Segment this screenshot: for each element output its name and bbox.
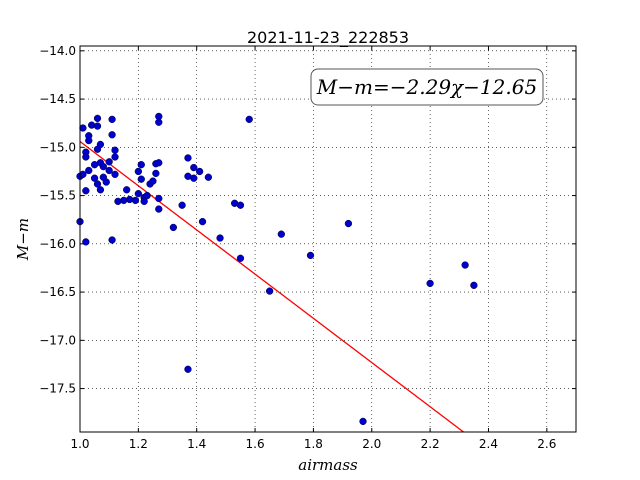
x-tick-label: 2.6 (537, 437, 556, 451)
x-tick-label: 1.2 (129, 437, 148, 451)
data-point (99, 162, 107, 171)
data-point (265, 287, 274, 295)
data-point (178, 201, 186, 209)
data-point (79, 124, 87, 132)
points-layer (76, 112, 478, 426)
x-tick-label: 1.4 (187, 437, 206, 451)
fit-annotation: M−m=−2.29χ−12.65 (310, 68, 544, 106)
x-tick-label: 2.2 (421, 437, 440, 451)
data-point (111, 146, 119, 154)
data-point (155, 194, 163, 203)
data-point (470, 281, 478, 289)
data-point (82, 238, 90, 246)
x-axis-label: airmass (298, 456, 358, 474)
annotation-text: M−m=−2.29χ−12.65 (316, 75, 537, 99)
data-point (277, 230, 285, 238)
data-point (82, 187, 90, 195)
data-point (137, 161, 145, 169)
y-tick-label: −16.5 (39, 285, 76, 299)
data-point (245, 115, 253, 123)
data-point (105, 166, 113, 175)
data-point (123, 186, 131, 194)
data-point (426, 279, 434, 288)
data-point (85, 136, 93, 145)
data-point (236, 254, 245, 262)
y-tick-label: −17.0 (39, 333, 76, 347)
data-point (344, 219, 353, 228)
y-tick-label: −15.5 (39, 189, 76, 203)
y-tick-label: −15.0 (39, 140, 76, 154)
data-point (190, 174, 198, 182)
data-point (152, 169, 160, 178)
data-point (85, 166, 93, 175)
y-tick-label: −14.5 (39, 92, 76, 106)
x-tick-label: 1.8 (304, 437, 323, 451)
data-point (93, 180, 102, 188)
data-point (155, 118, 163, 126)
data-point (216, 234, 224, 242)
data-point (93, 122, 102, 130)
data-point (108, 236, 116, 244)
data-point (461, 261, 469, 269)
data-point (184, 154, 192, 162)
data-point (236, 201, 245, 209)
data-point (359, 417, 367, 426)
plot-frame (79, 45, 577, 433)
data-point (82, 153, 90, 161)
y-axis-label: M−m (14, 218, 32, 261)
data-point (169, 223, 178, 232)
data-point (108, 131, 116, 139)
data-point (90, 174, 99, 182)
ticks: 1.0 1.2 1.4 1.6 1.8 2.0 2.2 2.4 2.6 −14.0 −14.5 −15… (39, 44, 576, 451)
y-tick-label: −16.0 (39, 237, 76, 251)
data-point (93, 114, 102, 123)
data-point (108, 115, 116, 123)
y-tick-label: −17.5 (39, 382, 76, 396)
grid (79, 46, 576, 432)
data-point (105, 158, 113, 166)
x-tick-label: 1.6 (246, 437, 265, 451)
data-point (111, 153, 119, 161)
x-tick-label: 1.0 (70, 437, 89, 451)
x-tick-label: 2.4 (479, 437, 498, 451)
annotation-box (310, 68, 544, 106)
data-point (198, 217, 207, 226)
x-tick-label: 2.0 (362, 437, 381, 451)
data-point (155, 159, 163, 167)
data-point (96, 186, 105, 194)
data-point (102, 178, 110, 186)
data-point (184, 365, 192, 373)
data-point (190, 163, 198, 172)
data-point (140, 197, 148, 206)
data-point (96, 140, 105, 149)
data-point (134, 189, 143, 198)
fit-line (79, 141, 464, 433)
data-point (137, 175, 145, 183)
data-point (149, 177, 157, 185)
data-point (306, 251, 315, 260)
y-tick-label: −14.0 (39, 44, 76, 58)
data-point (155, 205, 163, 213)
data-point (131, 196, 140, 205)
data-point (134, 167, 143, 176)
data-point (143, 191, 151, 200)
data-point (111, 170, 119, 178)
fit-line-layer (79, 141, 464, 433)
data-point (204, 173, 213, 181)
data-point (195, 167, 204, 176)
chart-title: 2021-11-23_222853 (247, 28, 409, 48)
data-point (79, 170, 87, 178)
